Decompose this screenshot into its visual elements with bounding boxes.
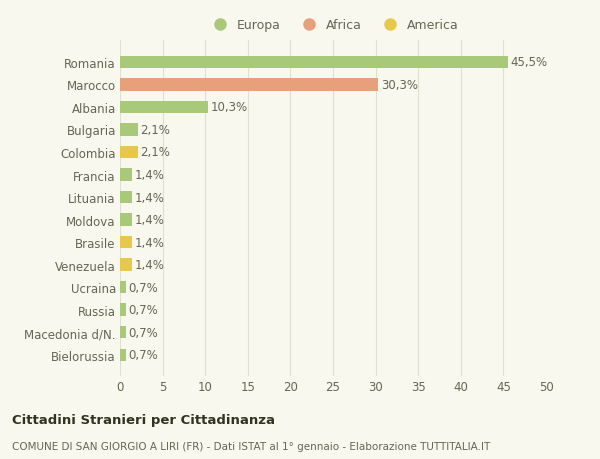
Text: Cittadini Stranieri per Cittadinanza: Cittadini Stranieri per Cittadinanza <box>12 413 275 426</box>
Bar <box>120 236 132 249</box>
Text: 1,4%: 1,4% <box>134 168 164 182</box>
Bar <box>120 79 378 91</box>
Text: 0,7%: 0,7% <box>128 303 158 317</box>
Text: 1,4%: 1,4% <box>134 258 164 272</box>
Text: 45,5%: 45,5% <box>510 56 547 69</box>
Bar <box>120 259 132 271</box>
Text: 1,4%: 1,4% <box>134 191 164 204</box>
Legend: Europa, Africa, America: Europa, Africa, America <box>202 14 464 37</box>
Text: 2,1%: 2,1% <box>140 146 170 159</box>
Text: COMUNE DI SAN GIORGIO A LIRI (FR) - Dati ISTAT al 1° gennaio - Elaborazione TUTT: COMUNE DI SAN GIORGIO A LIRI (FR) - Dati… <box>12 441 490 451</box>
Bar <box>120 146 138 159</box>
Text: 2,1%: 2,1% <box>140 123 170 137</box>
Bar <box>120 169 132 181</box>
Bar <box>120 304 126 316</box>
Bar <box>120 214 132 226</box>
Bar <box>120 326 126 339</box>
Text: 30,3%: 30,3% <box>381 78 418 92</box>
Bar <box>120 124 138 136</box>
Text: 10,3%: 10,3% <box>211 101 247 114</box>
Bar <box>120 101 208 114</box>
Text: 0,7%: 0,7% <box>128 326 158 339</box>
Text: 1,4%: 1,4% <box>134 213 164 227</box>
Text: 1,4%: 1,4% <box>134 236 164 249</box>
Bar <box>120 281 126 294</box>
Bar <box>120 349 126 361</box>
Bar <box>120 191 132 204</box>
Text: 0,7%: 0,7% <box>128 281 158 294</box>
Text: 0,7%: 0,7% <box>128 348 158 361</box>
Bar <box>120 56 508 69</box>
